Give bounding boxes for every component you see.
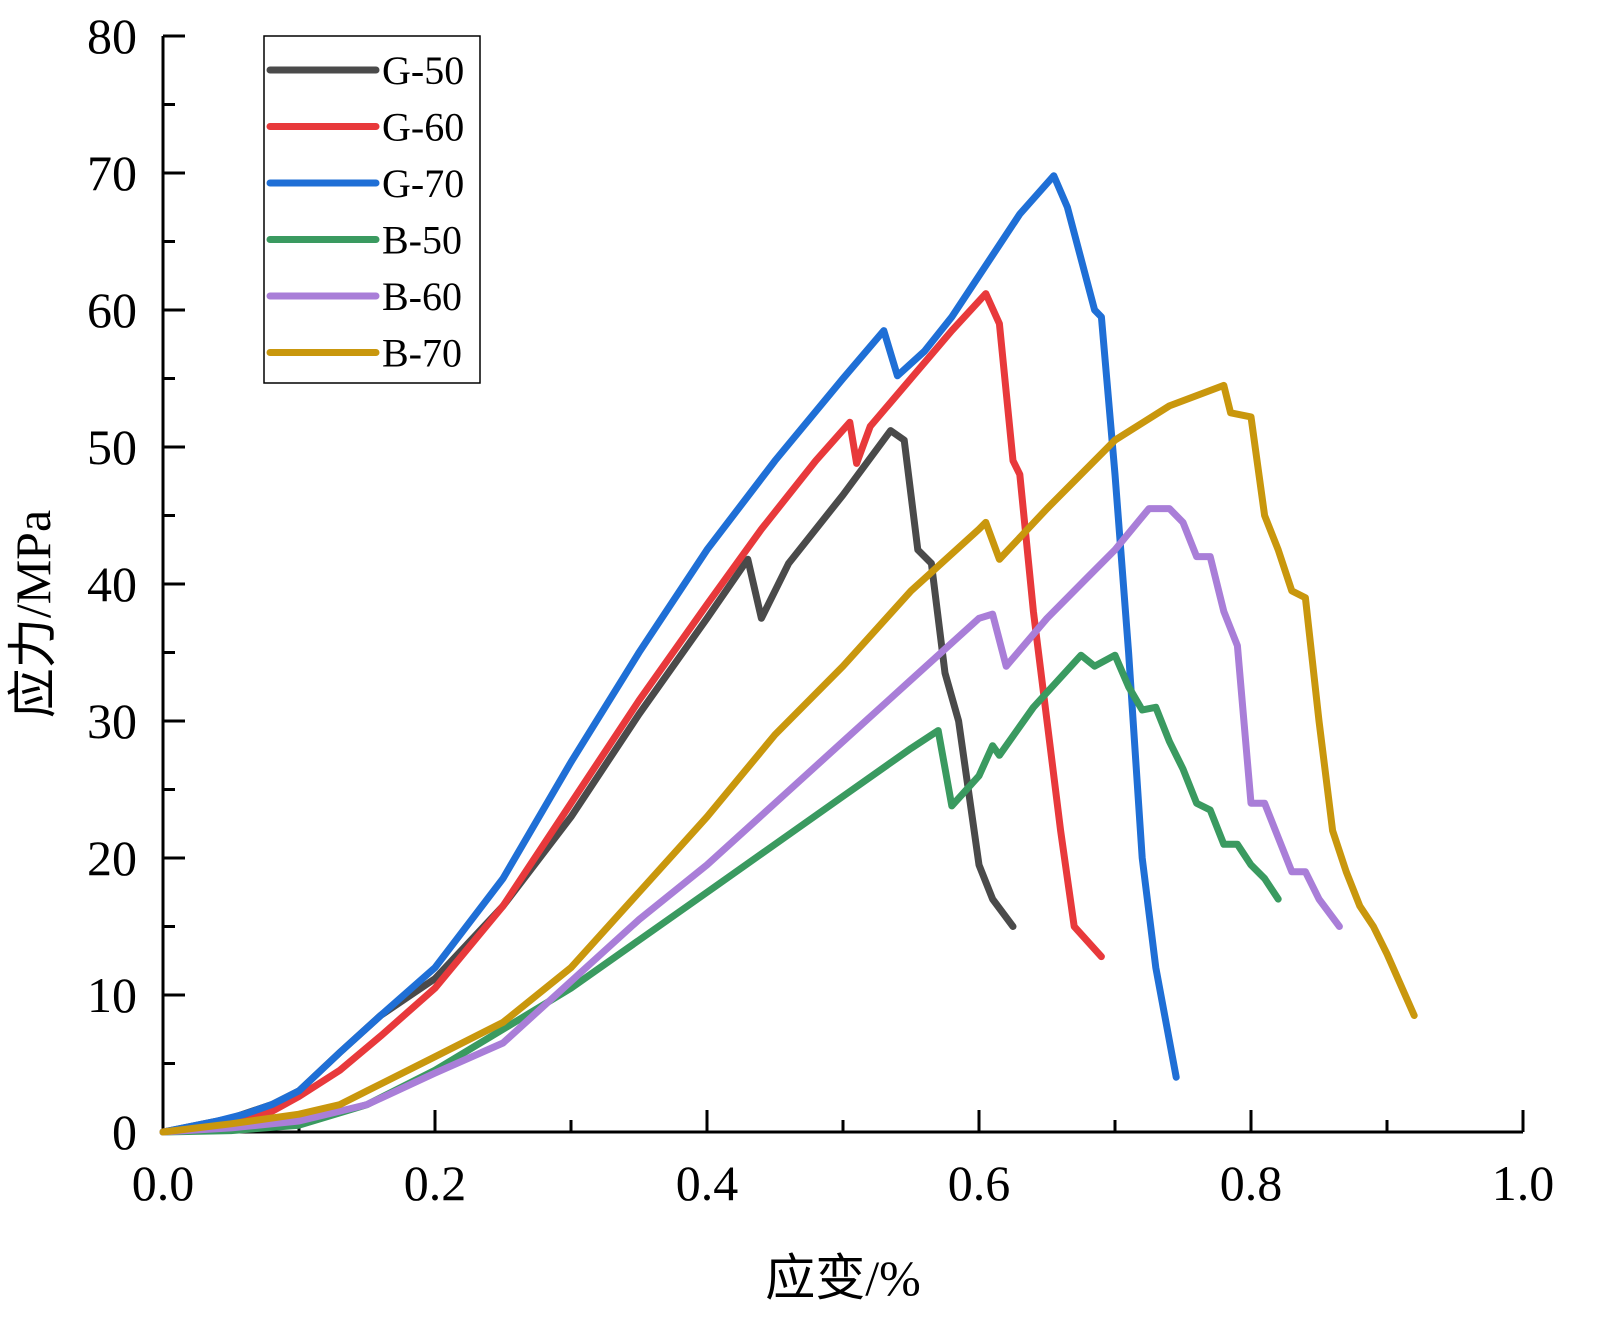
x-tick-label: 1.0 [1492, 1155, 1555, 1211]
axes: 0.0 0.2 0.4 0.6 0.8 1.0 0 10 20 30 40 50 60 70 80 [87, 8, 1554, 1211]
y-tick-label: 30 [87, 693, 137, 749]
legend-label: G-60 [382, 105, 464, 150]
plot-series [159, 172, 1418, 1136]
y-axis-ticks: 0 10 20 30 40 50 60 70 80 [87, 8, 185, 1160]
y-tick-label: 20 [87, 830, 137, 886]
legend-box [263, 35, 481, 384]
y-tick-label: 50 [87, 419, 137, 475]
x-tick-label: 0.0 [132, 1155, 195, 1211]
series-line-b-70 [159, 381, 1418, 1136]
series-line-g-70 [159, 172, 1180, 1136]
legend-label: B-60 [382, 274, 462, 319]
y-axis-title: 应力/MPa [5, 510, 61, 718]
y-tick-label: 60 [87, 282, 137, 338]
series-line-g-60 [159, 290, 1105, 1136]
y-tick-label: 70 [87, 145, 137, 201]
y-tick-label: 10 [87, 967, 137, 1023]
y-tick-label: 40 [87, 556, 137, 612]
series-line-b-60 [159, 505, 1343, 1136]
y-tick-label: 80 [87, 8, 137, 64]
series-line-b-50 [159, 651, 1282, 1136]
legend-label: B-70 [382, 331, 462, 376]
y-tick-label: 0 [112, 1104, 137, 1160]
x-axis-title: 应变/% [765, 1250, 921, 1306]
x-axis-ticks: 0.0 0.2 0.4 0.6 0.8 1.0 [132, 1110, 1555, 1211]
legend: G-50 G-60 G-70 B-50 B-60 B-70 [263, 35, 481, 384]
x-tick-label: 0.2 [404, 1155, 467, 1211]
x-tick-label: 0.6 [948, 1155, 1011, 1211]
legend-label: G-50 [382, 48, 464, 93]
x-tick-label: 0.4 [676, 1155, 739, 1211]
legend-label: G-70 [382, 161, 464, 206]
x-tick-label: 0.8 [1220, 1155, 1283, 1211]
legend-label: B-50 [382, 218, 462, 263]
